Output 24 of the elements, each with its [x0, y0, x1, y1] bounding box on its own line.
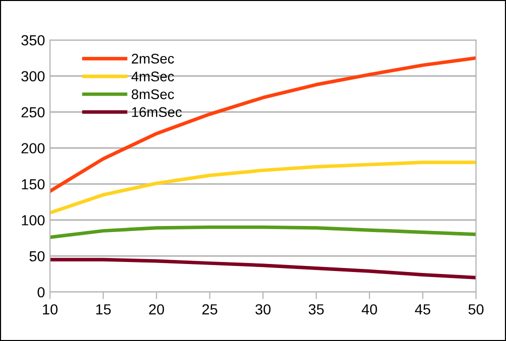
x-tick-label: 15 [96, 304, 111, 315]
x-tick-label: 35 [308, 304, 324, 315]
line-series [50, 160, 476, 215]
x-tick-label: 30 [255, 304, 271, 315]
legend-label: 4mSec [131, 72, 174, 82]
line-series [50, 225, 476, 240]
legend-label: 8mSec [132, 89, 174, 100]
x-tick-label: 20 [149, 304, 164, 315]
legend-label: 2mSec [132, 54, 174, 64]
x-tick-label: 10 [43, 304, 58, 315]
y-tick-label: 300 [21, 71, 45, 82]
legend-label: 16mSec [132, 107, 182, 117]
x-tick-label: 45 [414, 304, 430, 315]
y-tick-label: 100 [22, 215, 45, 226]
line-series [50, 258, 476, 280]
y-tick-label: 250 [22, 107, 45, 118]
y-tick-label: 200 [22, 143, 45, 154]
x-tick-label: 50 [468, 304, 484, 315]
y-tick-label: 0 [38, 287, 45, 298]
y-tick-label: 50 [30, 251, 45, 262]
x-tick-label: 25 [202, 304, 218, 315]
x-tick-label: 40 [362, 304, 378, 315]
y-tick-label: 150 [22, 179, 45, 190]
y-tick-label: 350 [21, 35, 45, 46]
